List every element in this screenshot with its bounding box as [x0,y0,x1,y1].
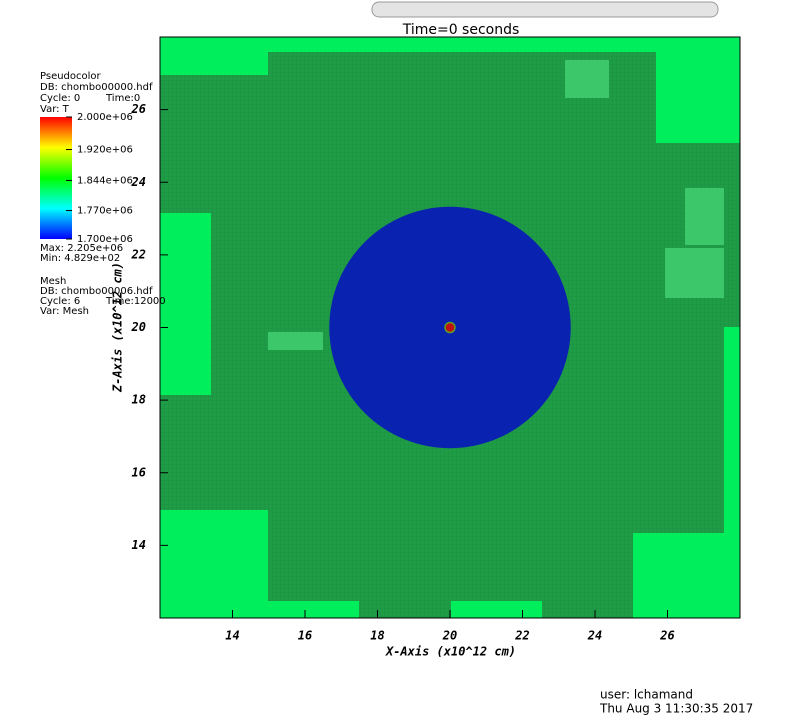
y-tick-label: 14 [132,538,146,552]
y-axis-label: Z-Axis (x10^12 cm) [111,262,125,393]
legend-text: Var: T [40,104,70,115]
center-point [444,321,456,334]
legend-text: DB: chombo00000.hdf [40,82,153,93]
legend-text: Min: 4.829e+02 [40,253,120,264]
colorbar-tick-label: 1.844e+06 [77,175,133,186]
legend-text: Mesh [40,276,66,287]
x-axis-label: X-Axis (x10^12 cm) [385,645,516,659]
colorbar-tick-label: 1.770e+06 [77,206,133,217]
legend-text: Max: 2.205e+06 [40,243,123,254]
y-tick-label: 24 [131,175,146,189]
y-tick-label: 18 [132,393,146,407]
time-slider[interactable] [371,1,719,18]
colorbar-tick-label: 1.700e+06 [77,234,133,245]
x-tick-label: 16 [298,629,312,643]
legend-text: Time:0 [105,93,140,104]
x-tick-label: 18 [370,629,384,643]
y-tick-label: 26 [131,102,146,116]
x-tick-label: 20 [442,629,457,643]
legend-text: Time:12000 [105,296,166,307]
chart-title: Time=0 seconds [402,22,520,38]
y-tick-label: 20 [131,320,146,334]
x-tick-label: 24 [587,629,602,643]
y-tick-label: 22 [131,247,146,261]
legend-text: Cycle: 0 [40,93,80,104]
colorbar-tick-label: 2.000e+06 [77,112,133,123]
refinement-patches [160,37,740,618]
x-tick-label: 14 [225,629,239,643]
legend-text: Cycle: 6 [40,296,80,307]
footer-date: Thu Aug 3 11:30:35 2017 [599,702,753,716]
legend-text: Pseudocolor [40,71,102,82]
y-tick-label: 16 [132,465,146,479]
x-tick-label: 26 [659,629,674,643]
x-tick-label: 22 [514,629,529,643]
legend-text: DB: chombo00006.hdf [40,286,153,297]
colorbar-tick-label: 1.920e+06 [77,145,133,156]
legend-text: Var: Mesh [40,306,89,317]
colorbar [40,117,72,239]
footer-user: user: lchamand [600,688,693,702]
